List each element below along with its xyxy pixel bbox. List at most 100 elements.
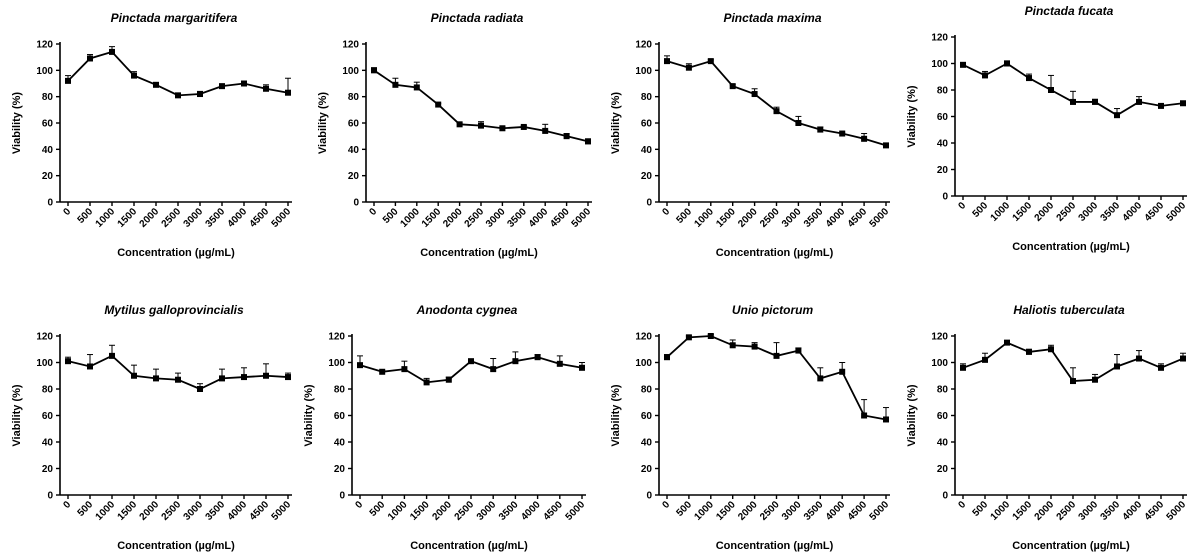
data-point [109,48,115,55]
x-tick-label: 500 [971,200,991,220]
data-point [401,366,408,373]
data-point [478,122,484,129]
series-line [666,60,887,147]
data-point [490,366,497,373]
data-point [1004,60,1010,67]
data-point [456,121,463,128]
data-point [1114,363,1120,370]
x-tick-label: 1000 [94,499,118,523]
y-tick-label: 0 [353,198,359,209]
y-axis-label: Viability (%) [11,92,23,154]
y-tick-label: 80 [42,92,54,103]
data-point [379,368,386,375]
data-point [153,81,159,88]
y-tick-label: 20 [937,165,949,176]
y-tick-label: 100 [328,358,345,369]
data-point [435,101,442,108]
data-point [1180,100,1186,107]
data-point [65,77,71,84]
data-point [197,386,203,392]
data-point [499,125,506,132]
data-point [1136,98,1142,105]
y-tick-label: 20 [334,464,346,475]
x-tick-label: 2500 [160,206,184,230]
x-tick-label: 5000 [1165,499,1189,523]
data-point [241,80,247,87]
series-line [67,354,289,390]
y-tick-label: 120 [328,332,345,343]
x-tick-label: 500 [674,206,694,226]
x-tick-label: 4000 [824,499,848,523]
x-tick-label: 0 [956,499,968,511]
chart-title: Pinctada fucata [1025,4,1114,18]
x-tick-label: 3000 [484,206,508,230]
x-tick-label: 2500 [758,206,782,230]
data-point [883,142,889,149]
data-point [707,58,714,65]
data-point [423,379,430,386]
x-tick-label: 1500 [1011,499,1035,523]
x-tick-label: 0 [660,499,672,511]
y-axis-label: Viability (%) [906,85,918,147]
data-point [729,83,736,90]
data-point [87,55,93,62]
x-tick-label: 500 [76,206,96,226]
x-tick-label: 1000 [386,499,410,523]
data-point [839,368,846,375]
y-tick-label: 0 [646,198,652,209]
y-tick-label: 0 [942,192,948,203]
y-tick-label: 80 [937,86,949,97]
x-tick-label: 0 [61,206,73,218]
x-tick-label: 3500 [802,206,826,230]
data-point [285,374,291,381]
y-tick-label: 40 [348,145,360,156]
x-tick-label: 3000 [780,499,804,523]
x-tick-label: 0 [956,200,968,212]
x-tick-label: 2000 [138,499,162,523]
x-tick-label: 3500 [1099,499,1123,523]
x-tick-label: 1500 [1011,200,1035,224]
data-point [1092,98,1098,105]
chart-title: Haliotis tuberculata [1013,303,1125,317]
data-point [392,81,399,88]
x-tick-label: 5000 [868,206,892,230]
x-tick-label: 3500 [505,206,529,230]
x-axis-label: Concentration (µg/mL) [410,540,528,552]
y-axis-label: Viability (%) [906,384,918,446]
data-point [445,376,452,383]
data-point [1026,348,1032,355]
y-tick-label: 40 [641,438,653,449]
x-axis-label: Concentration (µg/mL) [117,540,235,552]
data-point [861,412,868,419]
chart-title: Anodonta cygnea [416,303,518,317]
data-point [468,358,474,365]
data-point [707,333,714,339]
data-point [795,347,802,354]
data-point [534,354,541,361]
data-point [563,133,570,140]
data-point [585,138,591,145]
series-line [962,62,1184,117]
data-point [729,342,736,349]
y-tick-label: 80 [937,385,949,396]
y-tick-label: 100 [635,358,652,369]
x-tick-label: 4000 [1121,200,1145,224]
x-tick-label: 0 [367,206,379,218]
data-point [839,130,846,137]
x-tick-label: 1500 [420,206,444,230]
data-point [1092,376,1098,383]
y-tick-label: 120 [342,40,359,51]
data-point [1158,364,1164,371]
y-tick-label: 0 [339,491,345,502]
x-tick-label: 3500 [204,206,228,230]
chart-title: Unio pictorum [732,303,814,317]
x-tick-label: 1500 [116,206,140,230]
data-point [1180,355,1186,362]
data-point [285,89,291,96]
x-tick-label: 2000 [736,206,760,230]
data-point [773,108,780,115]
y-tick-label: 0 [47,198,53,209]
